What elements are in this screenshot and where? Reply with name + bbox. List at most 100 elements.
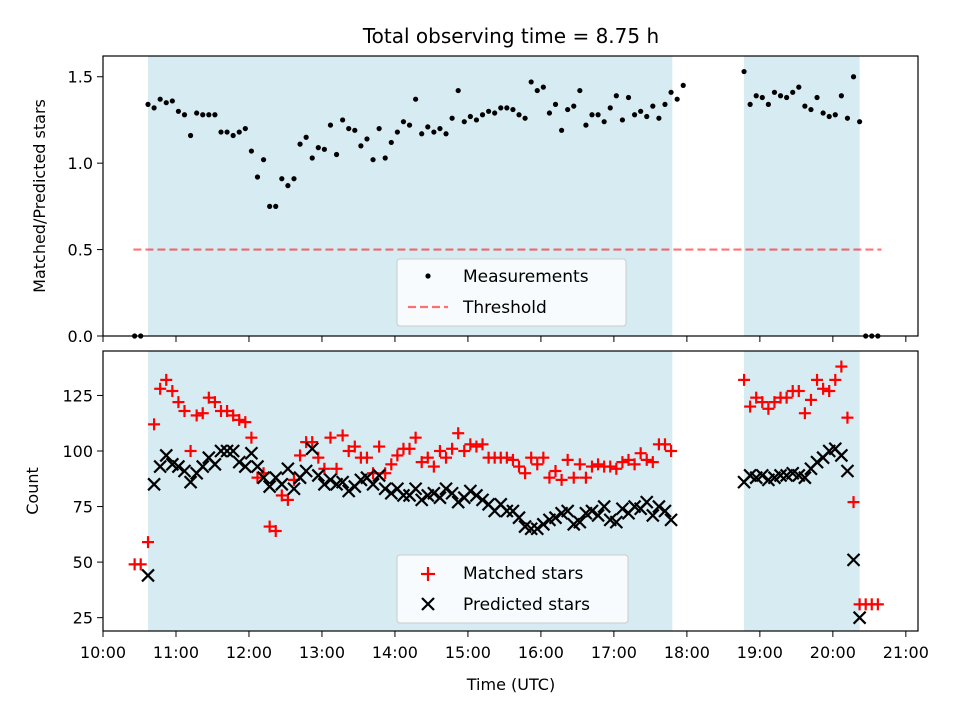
matched-point bbox=[391, 449, 404, 462]
measurement-point bbox=[625, 94, 632, 101]
measurement-point bbox=[601, 119, 607, 125]
matched-point bbox=[184, 445, 197, 457]
x-tick-label: 18:00 bbox=[664, 643, 710, 662]
measurement-point bbox=[425, 124, 431, 130]
predicted-point bbox=[840, 464, 855, 478]
predicted-point bbox=[609, 515, 624, 529]
predicted-point bbox=[433, 490, 447, 505]
predicted-point bbox=[256, 470, 271, 485]
x-tick-label: 17:00 bbox=[591, 643, 637, 662]
measurement-point bbox=[619, 117, 626, 123]
matched-point bbox=[835, 360, 848, 373]
measurement-point bbox=[638, 108, 644, 114]
legend-threshold-label: Threshold bbox=[462, 298, 547, 318]
predicted-point bbox=[500, 504, 514, 518]
measurement-point bbox=[157, 96, 163, 102]
matched-point bbox=[324, 431, 337, 444]
measurement-point bbox=[358, 143, 364, 149]
measurement-point bbox=[327, 122, 334, 128]
measurement-point bbox=[248, 148, 255, 154]
measurement-point bbox=[510, 106, 516, 113]
predicted-point bbox=[463, 484, 478, 498]
matched-point bbox=[373, 440, 386, 453]
matched-point bbox=[610, 462, 623, 475]
top-plot-frame bbox=[102, 55, 919, 337]
measurement-point bbox=[546, 110, 553, 116]
top-series bbox=[132, 68, 882, 339]
matched-point bbox=[756, 396, 769, 409]
matched-point bbox=[622, 453, 635, 466]
measurement-point bbox=[595, 112, 601, 118]
matched-point bbox=[433, 445, 446, 457]
y-tick-label: 1.0 bbox=[68, 154, 93, 173]
measurement-point bbox=[303, 134, 309, 140]
predicted-point bbox=[378, 481, 392, 496]
x-tick-label: 16:00 bbox=[518, 643, 564, 662]
predicted-point bbox=[846, 553, 861, 567]
y-tick-label: 0.0 bbox=[68, 327, 93, 346]
predicted-point bbox=[232, 455, 247, 469]
legend-predicted-label: Predicted stars bbox=[463, 595, 590, 615]
predicted-point bbox=[585, 504, 599, 518]
measurement-point bbox=[145, 101, 151, 107]
matched-point bbox=[628, 458, 641, 471]
matched-point bbox=[306, 436, 319, 449]
matched-point bbox=[506, 453, 519, 466]
predicted-point bbox=[299, 464, 313, 478]
predicted-point bbox=[323, 473, 338, 487]
predicted-point bbox=[226, 444, 240, 458]
predicted-point bbox=[208, 457, 222, 472]
matched-point bbox=[421, 451, 434, 464]
matched-point bbox=[178, 405, 191, 417]
measurement-point bbox=[443, 131, 449, 137]
matched-point bbox=[348, 440, 361, 453]
matched-point bbox=[452, 427, 465, 440]
measurement-point bbox=[333, 151, 340, 158]
predicted-point bbox=[536, 517, 551, 532]
measurement-point bbox=[486, 108, 492, 114]
measurement-point bbox=[224, 129, 230, 135]
measurement-point bbox=[431, 129, 437, 135]
measurement-point bbox=[516, 112, 522, 118]
predicted-point bbox=[341, 484, 356, 498]
x-tick-label: 20:00 bbox=[810, 643, 856, 662]
matched-point bbox=[579, 471, 592, 484]
matched-point bbox=[166, 385, 179, 397]
measurement-point bbox=[394, 129, 400, 135]
predicted-point bbox=[250, 459, 265, 474]
matched-point bbox=[634, 447, 647, 460]
y-tick-label: 100 bbox=[62, 442, 93, 461]
measurement-point bbox=[230, 132, 236, 139]
predicted-point bbox=[615, 501, 630, 516]
matched-point bbox=[762, 402, 775, 415]
predicted-point bbox=[810, 455, 824, 469]
measurement-point bbox=[838, 93, 844, 99]
observing-band bbox=[744, 56, 860, 336]
measurement-point bbox=[297, 141, 303, 147]
matched-point bbox=[586, 460, 598, 473]
predicted-point bbox=[171, 459, 186, 474]
matched-point bbox=[415, 456, 428, 469]
measurement-point bbox=[455, 87, 461, 94]
measurement-point bbox=[285, 183, 291, 189]
predicted-point bbox=[408, 481, 423, 496]
legend-matched-marker bbox=[421, 567, 435, 581]
x-tick-label: 10:00 bbox=[80, 643, 126, 662]
x-tick-label: 12:00 bbox=[226, 643, 272, 662]
matched-point bbox=[251, 471, 264, 484]
predicted-point bbox=[366, 477, 380, 492]
measurement-point bbox=[844, 115, 851, 121]
predicted-point bbox=[852, 610, 867, 625]
measurement-point bbox=[370, 157, 376, 163]
bottom-legend: Matched stars Predicted stars bbox=[396, 554, 629, 624]
measurement-point bbox=[741, 68, 747, 75]
measurement-point bbox=[790, 89, 796, 95]
matched-point bbox=[342, 445, 355, 457]
predicted-point bbox=[755, 468, 770, 483]
y-tick-label: 25 bbox=[73, 609, 93, 628]
matched-point bbox=[470, 440, 483, 453]
measurement-point bbox=[279, 176, 285, 182]
y-tick-label: 75 bbox=[73, 498, 93, 517]
matched-point bbox=[531, 458, 544, 471]
legend-matched-label: Matched stars bbox=[463, 564, 583, 584]
